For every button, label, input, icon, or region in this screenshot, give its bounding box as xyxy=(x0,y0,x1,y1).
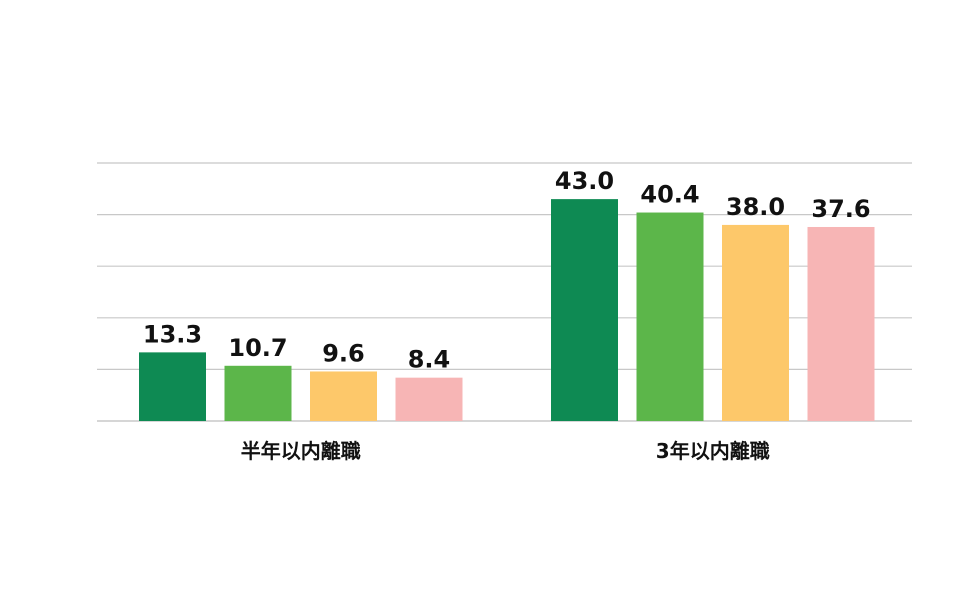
category-label: 3年以内離職 xyxy=(656,439,770,463)
category-label: 半年以内離職 xyxy=(241,439,361,463)
bar xyxy=(310,371,377,421)
category-labels: 半年以内離職 3年以内離職 xyxy=(241,439,770,463)
data-label: 37.6 xyxy=(811,195,870,223)
bar xyxy=(139,352,206,421)
gridlines xyxy=(97,162,912,422)
value-labels: 13.3 10.7 9.6 8.4 43.0 40.4 38.0 37.6 xyxy=(143,167,871,374)
data-label: 43.0 xyxy=(555,167,614,195)
bars xyxy=(139,199,875,421)
data-label: 8.4 xyxy=(408,346,451,374)
bar xyxy=(551,199,618,421)
bar xyxy=(395,377,463,421)
data-label: 10.7 xyxy=(228,334,287,362)
data-label: 9.6 xyxy=(322,339,365,367)
bar xyxy=(636,212,704,421)
data-label: 13.3 xyxy=(143,320,202,348)
data-label: 38.0 xyxy=(726,193,785,221)
bar xyxy=(722,224,789,421)
data-label: 40.4 xyxy=(640,181,699,209)
bar xyxy=(807,226,875,421)
bar xyxy=(224,365,292,421)
